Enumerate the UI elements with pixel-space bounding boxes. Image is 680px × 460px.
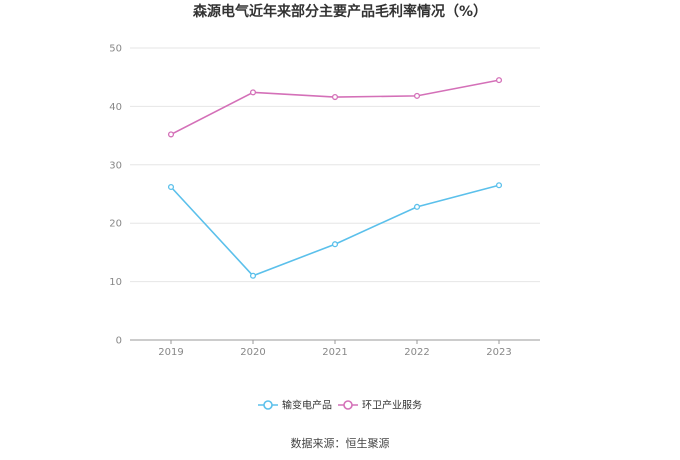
y-tick-label: 40 xyxy=(109,102,122,113)
data-point[interactable] xyxy=(413,203,421,210)
data-point[interactable] xyxy=(167,183,175,191)
source-note: 数据来源：恒生聚源 xyxy=(291,436,390,450)
y-tick-label: 10 xyxy=(109,277,122,288)
legend-marker xyxy=(343,400,353,410)
data-point[interactable] xyxy=(495,77,503,84)
series-layer xyxy=(167,77,503,279)
series-line xyxy=(170,79,500,136)
grid xyxy=(130,47,540,283)
x-tick-label: 2020 xyxy=(240,347,265,358)
y-tick-label: 20 xyxy=(109,219,122,230)
data-point[interactable] xyxy=(495,182,503,189)
legend-marker xyxy=(263,400,273,410)
data-point[interactable] xyxy=(249,272,257,279)
x-tick-label: 2022 xyxy=(404,347,429,358)
data-point[interactable] xyxy=(167,131,175,138)
x-tick-label: 2019 xyxy=(158,347,183,358)
y-axis-ticks: 0 10 20 30 40 50 xyxy=(109,44,122,347)
series-1 xyxy=(167,182,503,279)
series-line xyxy=(170,184,500,277)
legend-label: 输变电产品 xyxy=(282,399,332,412)
legend-item-1[interactable]: 输变电产品 xyxy=(258,399,332,412)
x-tick-label: 2021 xyxy=(322,347,347,358)
legend-item-2[interactable]: 环卫产业服务 xyxy=(338,399,422,412)
y-tick-label: 0 xyxy=(116,336,122,347)
data-point[interactable] xyxy=(413,92,421,99)
chart-title: 森源电气近年来部分主要产品毛利率情况（%） xyxy=(193,3,487,20)
series-2 xyxy=(167,77,503,138)
legend-label: 环卫产业服务 xyxy=(362,399,422,412)
y-tick-label: 50 xyxy=(109,44,122,55)
y-tick-label: 30 xyxy=(109,160,122,171)
legend[interactable]: 输变电产品 环卫产业服务 xyxy=(258,399,422,412)
x-tick-label: 2023 xyxy=(486,347,511,358)
x-axis-ticks: 2019 2020 2021 2022 2023 xyxy=(158,340,512,358)
data-point[interactable] xyxy=(331,94,339,101)
data-point[interactable] xyxy=(331,241,339,248)
data-point[interactable] xyxy=(249,89,257,96)
